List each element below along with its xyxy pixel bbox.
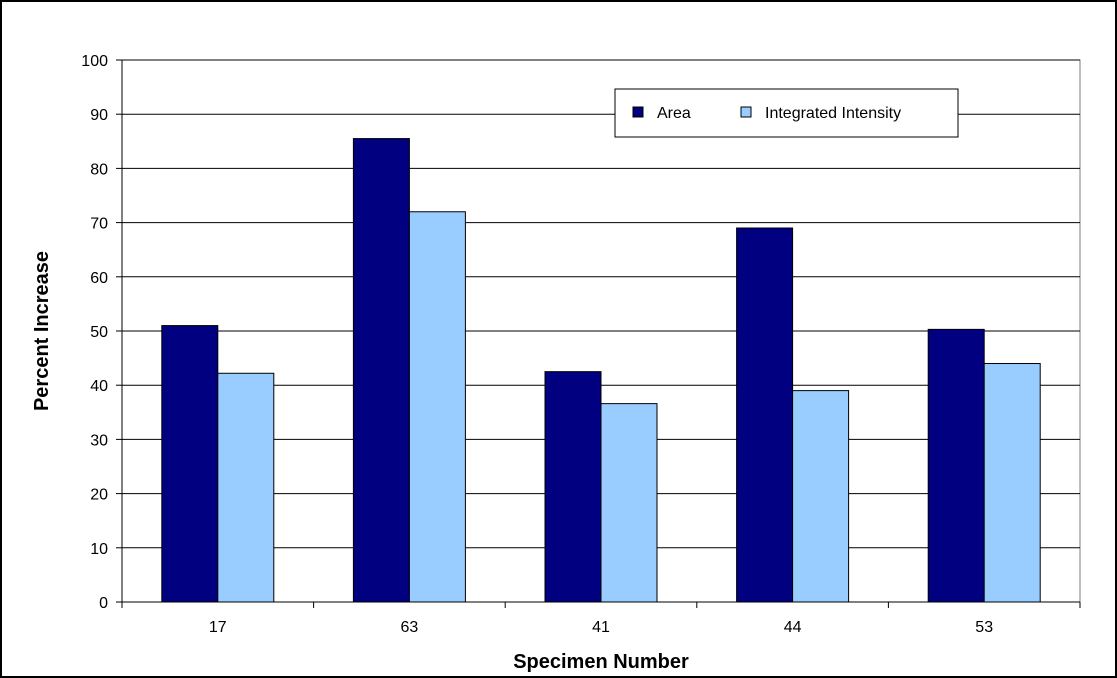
y-tick-label: 50 (90, 324, 108, 341)
y-axis-title: Percent Increase (31, 251, 53, 411)
legend-swatch-integrated-intensity (740, 106, 752, 118)
legend-box (614, 88, 959, 138)
plot-area: 0 10 20 30 40 50 60 70 80 90 100 17 63 41 44 53 (81, 53, 1081, 636)
bar-area-41 (544, 371, 602, 603)
x-tick-label: 63 (401, 619, 419, 636)
y-tick-label: 0 (99, 595, 108, 612)
x-tick-label: 17 (209, 619, 227, 636)
bar-area-53 (927, 328, 985, 603)
x-tick-label: 41 (592, 619, 610, 636)
y-tick-label: 60 (90, 270, 108, 287)
bar-integrated-intensity-41 (600, 403, 658, 603)
y-tick-label: 30 (90, 432, 108, 449)
y-tick-label: 40 (90, 378, 108, 395)
bar-area-44 (736, 227, 794, 603)
y-tick-label: 100 (81, 53, 108, 70)
bar-integrated-intensity-17 (217, 372, 275, 603)
x-tick-label: 53 (975, 619, 993, 636)
bar-integrated-intensity-53 (983, 363, 1041, 603)
legend-label-area: Area (657, 105, 691, 122)
x-tick-label: 44 (784, 619, 802, 636)
y-tick-label: 20 (90, 487, 108, 504)
legend-label-integrated-intensity: Integrated Intensity (765, 105, 901, 122)
bar-integrated-intensity-63 (408, 211, 466, 603)
axes (116, 59, 1081, 608)
y-tick-label: 70 (90, 216, 108, 233)
legend-swatch-area (632, 106, 644, 118)
x-axis-title: Specimen Number (513, 651, 689, 673)
bar-area-17 (161, 325, 219, 603)
y-tick-label: 10 (90, 541, 108, 558)
y-tick-label: 80 (90, 161, 108, 178)
x-tick-labels: 17 63 41 44 53 (209, 619, 993, 636)
bar-area-63 (352, 138, 410, 603)
y-tick-label: 90 (90, 107, 108, 124)
y-tick-labels: 0 10 20 30 40 50 60 70 80 90 100 (81, 53, 108, 612)
legend: Area Integrated Intensity (614, 88, 959, 138)
bar-integrated-intensity-44 (792, 390, 850, 603)
